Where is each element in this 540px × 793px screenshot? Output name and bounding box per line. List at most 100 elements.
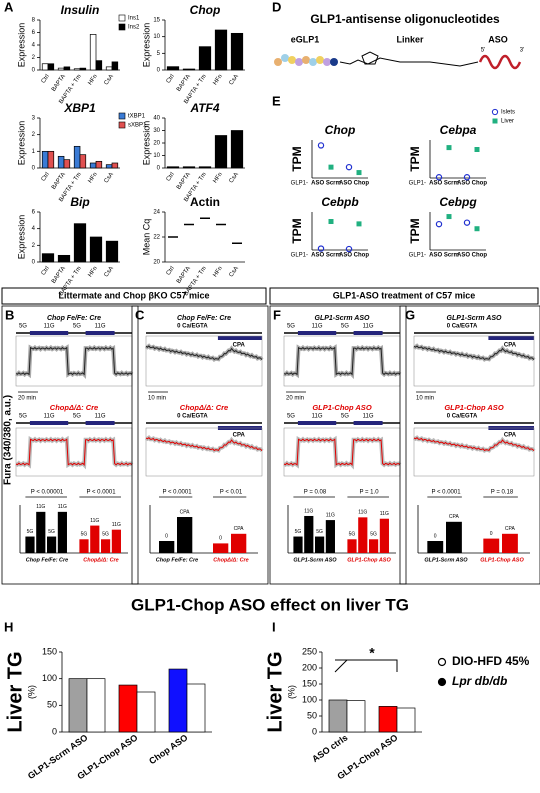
header-box <box>1 287 267 305</box>
step-label: CPA <box>504 343 517 349</box>
bar <box>47 150 55 169</box>
trace-title: Chop Fe/Fe: Cre <box>47 315 101 322</box>
y-tick-label: 100 <box>42 673 57 683</box>
p-value: P < 0.00001 <box>31 490 64 496</box>
bar-label: 5G <box>295 529 302 535</box>
legend-label: Liver <box>501 119 514 125</box>
x-tick-label: ASO Chop <box>457 181 487 187</box>
x-tick-label: ASO Chop <box>339 253 369 259</box>
step-bar <box>85 421 115 425</box>
y-tick-label: 4 <box>32 226 36 232</box>
x-tick-label: HFn <box>213 266 224 279</box>
row-label: GLP1- <box>291 253 308 259</box>
panel-label: F <box>273 307 281 322</box>
bar-label: 11G <box>380 511 389 517</box>
bar <box>325 520 335 553</box>
legend-label: Ins2 <box>128 25 140 31</box>
panel-label: E <box>272 93 281 108</box>
step-label: CPA <box>504 433 517 439</box>
bar <box>328 699 348 733</box>
bar <box>41 253 55 263</box>
bar <box>95 60 103 71</box>
d-label: Linker <box>396 34 424 44</box>
bar <box>90 525 100 553</box>
fura-label: Fura (340/380, a.u.) <box>3 395 14 485</box>
legend-label: DIO-HFD 45% <box>452 654 530 668</box>
bar <box>213 543 229 553</box>
bar-label: 11G <box>358 510 367 516</box>
bar <box>358 517 368 553</box>
dot <box>356 170 362 176</box>
x-tick-label: BAPTA <box>176 172 192 191</box>
trace-title: ChopΔ/Δ: Cre <box>50 403 98 412</box>
chart-title: Actin <box>190 195 220 209</box>
step-label: 11G <box>363 324 374 330</box>
group-label: GLP1-Chop ASO <box>347 557 391 563</box>
step-bar <box>29 421 69 425</box>
bar <box>68 678 88 733</box>
trace <box>283 346 401 376</box>
x-tick-label: Ctrl <box>166 74 176 85</box>
trace <box>15 346 133 376</box>
y-tick-label: 5 <box>157 51 161 57</box>
bar <box>502 533 518 553</box>
bar <box>111 61 119 71</box>
bar <box>63 66 71 71</box>
y-tick-label: 2 <box>32 55 36 61</box>
bar-label: 5G <box>48 529 55 535</box>
x-tick-label: BAPTA <box>176 74 192 93</box>
x-tick-label: Ctrl <box>41 172 51 183</box>
bar <box>347 539 357 553</box>
dot <box>474 226 480 232</box>
section-header: Littermate and Chop βKO C57 mice <box>58 290 209 300</box>
bar-label: 5G <box>102 532 109 538</box>
chart-title: Cebpg <box>439 195 477 209</box>
step-label: 0 Ca/EGTA <box>447 414 478 420</box>
panel-border <box>1 305 139 585</box>
step-bar <box>217 336 262 340</box>
y-axis-label: Liver TG <box>264 651 286 732</box>
scale-label: 10 min <box>416 396 434 402</box>
x-tick-label: BAPTA <box>176 266 192 285</box>
y-tick-label: 0 <box>312 726 317 736</box>
bar-label: 5G <box>27 529 34 535</box>
y-tick-label: 30 <box>153 128 160 134</box>
group-label: ChopΔ/Δ: Cre <box>83 557 119 563</box>
x-tick-label: HFn <box>88 74 99 87</box>
p-value: P < 0.01 <box>220 490 243 496</box>
bar <box>136 691 156 733</box>
bar <box>111 162 119 169</box>
x-tick-label: BAPTA <box>51 172 67 191</box>
step-label: 11G <box>312 414 323 420</box>
y-axis-unit: (%) <box>26 685 36 699</box>
step-label: 5G <box>341 414 349 420</box>
step-label: 11G <box>44 414 55 420</box>
bar <box>86 678 106 733</box>
panel-border <box>399 305 540 585</box>
y-axis-label: TPM <box>408 146 422 171</box>
bar <box>198 166 212 169</box>
panel-label: D <box>272 0 281 14</box>
bar <box>198 46 212 71</box>
bar <box>73 68 81 71</box>
bar <box>105 240 119 263</box>
bar-label: 11G <box>90 518 99 524</box>
bar-label: 5G <box>370 532 377 538</box>
group-label: GLP1-Chop ASO <box>480 557 524 563</box>
legend-marker <box>437 657 447 667</box>
bar <box>427 541 444 553</box>
y-tick-label: 50 <box>47 700 57 710</box>
trace <box>413 437 535 452</box>
bar <box>57 511 67 553</box>
trace-title: GLP1-Chop ASO <box>444 403 503 412</box>
bar-label: 5G <box>316 529 323 535</box>
d-label: 5' <box>481 48 485 54</box>
bar <box>293 536 303 553</box>
bar <box>214 29 228 71</box>
y-axis-label: TPM <box>290 218 304 243</box>
step-bar <box>29 331 69 335</box>
dot <box>435 220 443 228</box>
y-tick-label: 6 <box>32 210 36 216</box>
step-label: 0 Ca/EGTA <box>177 414 208 420</box>
y-tick-label: 1 <box>32 149 36 155</box>
